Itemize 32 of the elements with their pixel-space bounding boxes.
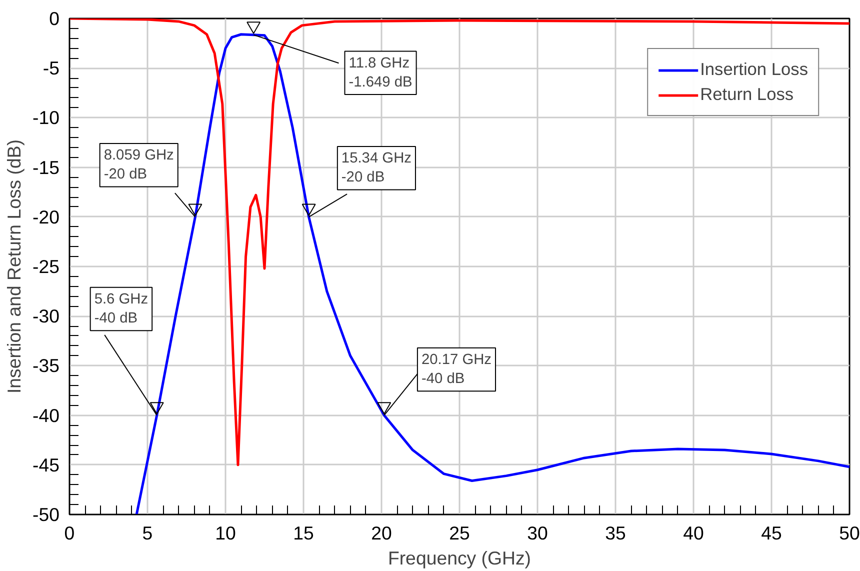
x-tick-label: 45 — [761, 522, 782, 544]
y-tick-label: -15 — [32, 156, 60, 178]
x-tick-label: 50 — [839, 522, 860, 544]
y-tick-label: -5 — [42, 58, 60, 79]
y-tick-label: -10 — [32, 107, 60, 128]
x-tick-label: 40 — [683, 522, 704, 544]
legend-label: Return Loss — [700, 84, 794, 105]
x-axis-title: Frequency (GHz) — [388, 548, 532, 568]
y-axis-title: Insertion and Return Loss (dB) — [4, 139, 25, 394]
x-tick-label: 5 — [142, 522, 153, 544]
y-tick-label: 0 — [49, 8, 60, 29]
y-tick-label: -30 — [32, 306, 60, 327]
y-tick-label: -45 — [32, 454, 60, 476]
line-series — [70, 18, 850, 466]
x-tick-label: 20 — [371, 522, 392, 544]
annotation: 20.17 GHz -40 dB — [421, 352, 492, 388]
x-tick-label: 30 — [527, 522, 548, 544]
x-tick-label: 10 — [215, 522, 236, 544]
x-tick-label: 0 — [64, 522, 75, 544]
legend-label: Insertion Loss — [700, 59, 808, 80]
annotation: 11.8 GHz -1.649 dB — [348, 55, 412, 90]
annotation: 8.059 GHz -20 dB — [104, 148, 174, 183]
y-tick-label: -20 — [32, 206, 60, 228]
annotation: 5.6 GHz -40 dB — [94, 291, 148, 327]
y-tick-label: -35 — [32, 355, 60, 376]
x-tick-label: 25 — [449, 522, 470, 544]
y-tick-label: -25 — [32, 256, 60, 277]
x-tick-label: 35 — [605, 522, 626, 544]
annotation: 15.34 GHz -20 dB — [341, 150, 412, 186]
x-tick-label: 15 — [293, 522, 314, 544]
y-tick-label: -40 — [32, 404, 60, 426]
y-tick-label: -50 — [32, 504, 60, 525]
